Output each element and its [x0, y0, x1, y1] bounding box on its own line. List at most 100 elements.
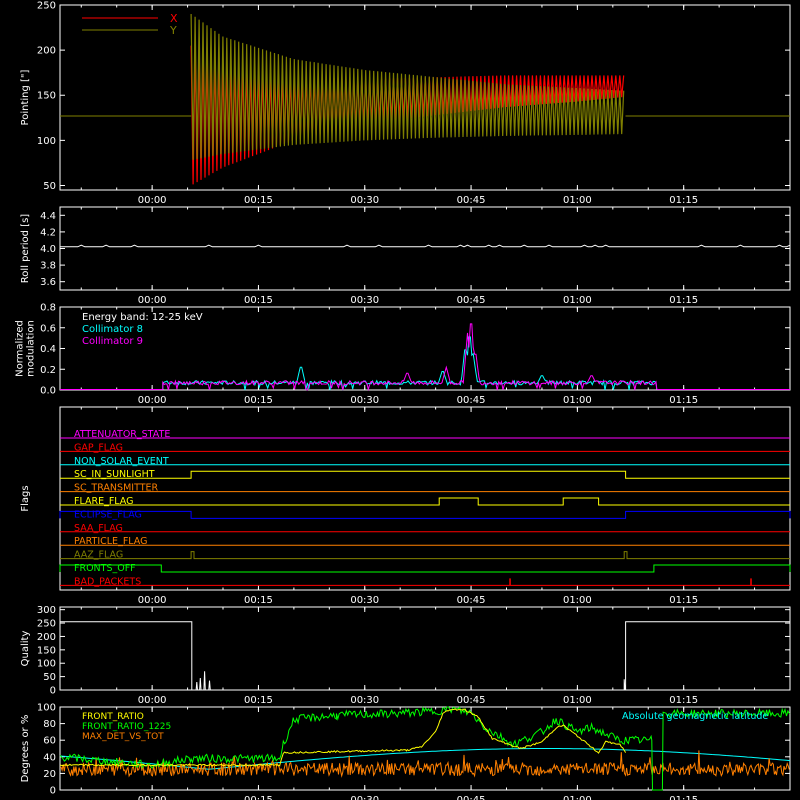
x-tick-label: 00:45 — [457, 195, 486, 206]
x-tick-label: 00:15 — [244, 295, 273, 306]
quality-panel: 00:00 00:15 00:30 00:45 01:00 01:15 Quality 0 50… — [20, 605, 791, 706]
x-tick-label: 01:00 — [563, 695, 592, 706]
legend-label: FRONT_RATIO_1225 — [82, 722, 171, 732]
legend-label: Collimator 8 — [82, 324, 143, 335]
latitude-label: Absolute geomagnetic latitude — [622, 711, 768, 722]
plot-frame — [59, 406, 791, 591]
x-tick-label: 00:45 — [457, 595, 486, 606]
plot-frame — [59, 606, 791, 691]
series-collimator-9 — [162, 323, 658, 392]
legend-label: FRONT_RATIO — [82, 712, 144, 722]
modulation-panel: 00:00 00:15 00:30 00:45 01:00 01:15 Normalized… — [15, 303, 791, 406]
x-tick-label: 00:30 — [350, 695, 379, 706]
y-tick-label: 50 — [43, 672, 56, 683]
y-tick-label: 200 — [37, 632, 56, 643]
flag-line-aaz_flag — [60, 551, 790, 560]
y-tick-label: 100 — [37, 136, 56, 147]
y-axis-label: Normalized — [15, 320, 26, 377]
y-axis-label: modulation — [26, 320, 37, 377]
flag-label: SC_IN_SUNLIGHT — [74, 469, 155, 480]
x-tick-label: 01:15 — [669, 195, 698, 206]
flag-label: PARTICLE_FLAG — [74, 536, 147, 547]
x-tick-label: 00:30 — [350, 395, 379, 406]
plot-frame — [59, 4, 791, 191]
x-tick-label: 00:15 — [244, 595, 273, 606]
y-tick-label: 0.4 — [40, 344, 56, 355]
x-tick-label: 01:15 — [669, 395, 698, 406]
y-tick-label: 80 — [43, 719, 56, 730]
x-tick-label: 00:00 — [138, 695, 167, 706]
energy-band-label: Energy band: 12-25 keV — [82, 312, 203, 323]
series-front-ratio-1225 — [59, 706, 791, 791]
flags-panel: 00:00 00:15 00:30 00:45 01:00 01:15 Flags ATTEN… — [20, 406, 791, 606]
y-tick-label: 150 — [37, 645, 56, 656]
y-tick-label: 4.4 — [40, 211, 56, 222]
flag-label: GAP_FLAG — [74, 442, 123, 453]
y-tick-label: 40 — [43, 752, 56, 763]
y-tick-label: 4.0 — [40, 244, 56, 255]
x-tick-label: 00:00 — [138, 395, 167, 406]
legend-label: X — [170, 12, 178, 25]
y-tick-label: 3.8 — [40, 261, 56, 272]
y-tick-label: 0 — [50, 786, 56, 797]
y-tick-label: 3.6 — [40, 277, 56, 288]
x-tick-label: 00:00 — [138, 195, 167, 206]
x-tick-label: 00:30 — [350, 795, 379, 800]
y-tick-label: 300 — [37, 605, 56, 616]
x-tick-label: 01:00 — [563, 595, 592, 606]
x-tick-label: 00:30 — [350, 295, 379, 306]
y-tick-label: 200 — [37, 46, 56, 57]
x-tick-label: 01:15 — [669, 795, 698, 800]
plot-frame — [59, 706, 791, 791]
series-y — [190, 13, 625, 160]
x-tick-label: 01:15 — [669, 295, 698, 306]
flag-label: AAZ_FLAG — [74, 550, 123, 561]
x-tick-label: 00:15 — [244, 395, 273, 406]
flag-line-sc_in_sunlight — [60, 470, 790, 479]
x-tick-label: 00:00 — [138, 595, 167, 606]
y-axis-label: Flags — [20, 485, 31, 511]
series-collimator-8 — [162, 336, 658, 391]
y-axis-label: Roll period [s] — [20, 214, 31, 283]
flag-line-fronts_off — [59, 564, 791, 573]
series-front-ratio — [59, 708, 627, 767]
x-tick-label: 00:00 — [138, 795, 167, 800]
roll-panel: 00:00 00:15 00:30 00:45 01:00 01:15 Roll perio… — [20, 206, 791, 306]
flag-line-flare_flag — [60, 497, 790, 506]
x-tick-label: 01:00 — [563, 295, 592, 306]
series-quality — [60, 621, 790, 691]
flag-label: SAA_FLAG — [74, 523, 123, 534]
y-tick-label: 250 — [37, 1, 56, 12]
x-tick-label: 01:00 — [563, 395, 592, 406]
flag-label: SC_TRANSMITTER — [74, 483, 159, 494]
flag-label: ATTENUATOR_STATE — [74, 429, 170, 440]
front-ratio-panel: 00:00 00:15 00:30 00:45 01:00 01:15 Degrees or… — [20, 703, 791, 800]
y-axis-label: Degrees or % — [20, 715, 31, 783]
x-tick-label: 00:15 — [244, 795, 273, 800]
series-max-det-vs-tot — [59, 750, 790, 778]
flag-label: FRONTS_OFF — [74, 563, 136, 574]
x-tick-label: 00:45 — [457, 295, 486, 306]
y-tick-label: 0 — [50, 686, 56, 697]
x-tick-label: 00:15 — [244, 695, 273, 706]
flag-label: BAD_PACKETS — [74, 576, 141, 587]
y-tick-label: 0.8 — [40, 303, 56, 314]
x-tick-label: 00:00 — [138, 295, 167, 306]
flag-label: FLARE_FLAG — [74, 496, 134, 507]
x-tick-label: 01:00 — [563, 795, 592, 800]
x-tick-label: 01:15 — [669, 595, 698, 606]
y-tick-label: 100 — [37, 659, 56, 670]
y-tick-label: 4.2 — [40, 227, 56, 238]
y-tick-label: 100 — [37, 703, 56, 714]
y-tick-label: 0.6 — [40, 323, 56, 334]
x-tick-label: 00:45 — [457, 395, 486, 406]
flag-label: NON_SOLAR_EVENT — [74, 456, 169, 467]
x-tick-label: 00:30 — [350, 595, 379, 606]
x-tick-label: 00:45 — [457, 695, 486, 706]
x-tick-label: 00:30 — [350, 195, 379, 206]
legend-label: Y — [169, 24, 177, 37]
legend-label: MAX_DET_VS_TOT — [82, 732, 164, 742]
x-tick-label: 00:15 — [244, 195, 273, 206]
series-roll-period — [60, 244, 791, 248]
